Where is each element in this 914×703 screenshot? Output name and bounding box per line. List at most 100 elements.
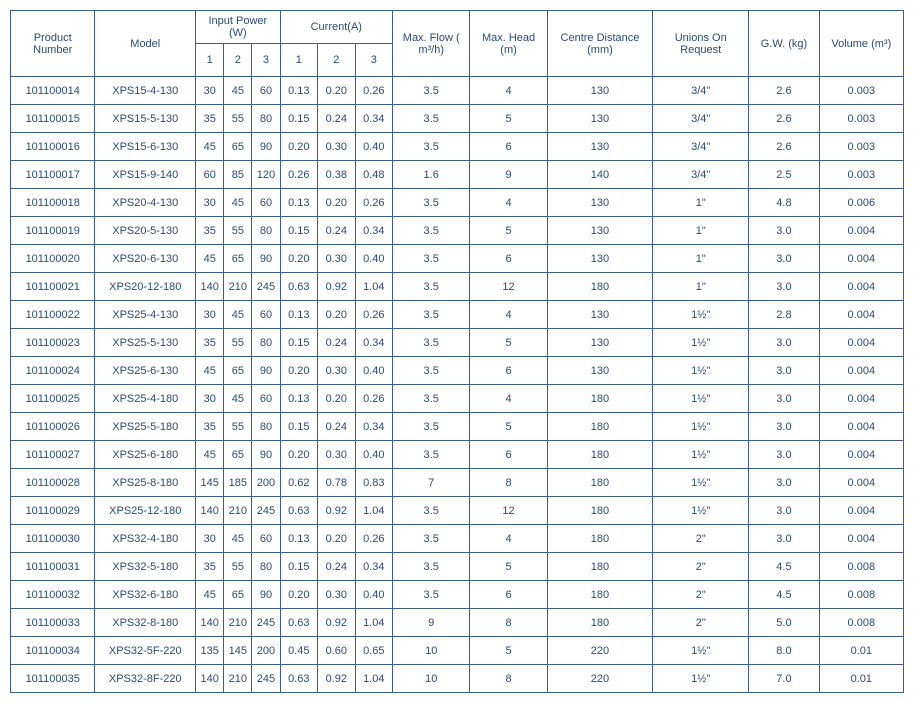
cell-centre-distance: 180 <box>547 469 652 497</box>
cell-volume: 0.004 <box>819 273 903 301</box>
cell-current-2: 0.24 <box>318 105 356 133</box>
cell-volume: 0.01 <box>819 665 903 693</box>
cell-gw: 4.5 <box>749 581 819 609</box>
cell-gw: 3.0 <box>749 525 819 553</box>
cell-centre-distance: 180 <box>547 525 652 553</box>
cell-gw: 3.0 <box>749 273 819 301</box>
cell-centre-distance: 130 <box>547 105 652 133</box>
col-gw: G.W. (kg) <box>749 11 819 77</box>
cell-current-3: 0.40 <box>355 441 393 469</box>
cell-power-1: 45 <box>196 441 224 469</box>
table-row: 101100020XPS20-6-1304565900.200.300.403.… <box>11 245 904 273</box>
cell-volume: 0.004 <box>819 301 903 329</box>
table-row: 101100031XPS32-5-1803555800.150.240.343.… <box>11 553 904 581</box>
cell-unions: 2" <box>653 553 749 581</box>
cell-gw: 2.6 <box>749 77 819 105</box>
cell-power-1: 45 <box>196 133 224 161</box>
cell-centre-distance: 140 <box>547 161 652 189</box>
cell-unions: 1½" <box>653 413 749 441</box>
table-row: 101100014XPS15-4-1303045600.130.200.263.… <box>11 77 904 105</box>
cell-unions: 1" <box>653 245 749 273</box>
cell-product-number: 101100014 <box>11 77 95 105</box>
cell-max-flow: 3.5 <box>393 329 470 357</box>
cell-product-number: 101100020 <box>11 245 95 273</box>
cell-current-3: 0.34 <box>355 413 393 441</box>
table-row: 101100028XPS25-8-1801451852000.620.780.8… <box>11 469 904 497</box>
col-product-number: Product Number <box>11 11 95 77</box>
cell-product-number: 101100035 <box>11 665 95 693</box>
cell-model: XPS20-4-130 <box>95 189 196 217</box>
cell-unions: 1½" <box>653 329 749 357</box>
cell-current-3: 1.04 <box>355 497 393 525</box>
cell-current-3: 1.04 <box>355 273 393 301</box>
cell-power-1: 30 <box>196 77 224 105</box>
table-row: 101100024XPS25-6-1304565900.200.300.403.… <box>11 357 904 385</box>
cell-power-3: 60 <box>252 385 280 413</box>
cell-model: XPS15-6-130 <box>95 133 196 161</box>
col-power-1: 1 <box>196 44 224 77</box>
cell-current-3: 1.04 <box>355 609 393 637</box>
cell-power-1: 35 <box>196 329 224 357</box>
cell-unions: 2" <box>653 525 749 553</box>
cell-volume: 0.01 <box>819 637 903 665</box>
cell-power-3: 90 <box>252 581 280 609</box>
cell-volume: 0.004 <box>819 245 903 273</box>
cell-current-3: 0.34 <box>355 329 393 357</box>
cell-current-1: 0.13 <box>280 301 318 329</box>
cell-current-3: 0.26 <box>355 525 393 553</box>
cell-volume: 0.006 <box>819 189 903 217</box>
cell-model: XPS25-12-180 <box>95 497 196 525</box>
cell-power-1: 30 <box>196 385 224 413</box>
table-row: 101100018XPS20-4-1303045600.130.200.263.… <box>11 189 904 217</box>
cell-volume: 0.003 <box>819 161 903 189</box>
cell-unions: 1½" <box>653 497 749 525</box>
cell-power-2: 55 <box>224 413 252 441</box>
cell-power-3: 60 <box>252 189 280 217</box>
cell-current-3: 0.26 <box>355 385 393 413</box>
cell-current-3: 0.26 <box>355 189 393 217</box>
cell-max-head: 12 <box>470 273 547 301</box>
cell-power-2: 45 <box>224 77 252 105</box>
cell-power-1: 135 <box>196 637 224 665</box>
col-model: Model <box>95 11 196 77</box>
cell-centre-distance: 180 <box>547 497 652 525</box>
cell-gw: 4.8 <box>749 189 819 217</box>
cell-power-2: 65 <box>224 133 252 161</box>
cell-product-number: 101100016 <box>11 133 95 161</box>
cell-power-2: 55 <box>224 105 252 133</box>
cell-power-1: 140 <box>196 497 224 525</box>
cell-current-3: 0.26 <box>355 77 393 105</box>
cell-max-flow: 3.5 <box>393 357 470 385</box>
cell-power-3: 245 <box>252 665 280 693</box>
cell-product-number: 101100029 <box>11 497 95 525</box>
col-current-1: 1 <box>280 44 318 77</box>
cell-current-3: 0.65 <box>355 637 393 665</box>
cell-max-flow: 3.5 <box>393 581 470 609</box>
cell-product-number: 101100023 <box>11 329 95 357</box>
cell-current-3: 0.40 <box>355 357 393 385</box>
cell-current-1: 0.15 <box>280 105 318 133</box>
cell-current-1: 0.62 <box>280 469 318 497</box>
cell-current-2: 0.20 <box>318 525 356 553</box>
cell-centre-distance: 180 <box>547 385 652 413</box>
cell-max-head: 5 <box>470 413 547 441</box>
cell-current-1: 0.63 <box>280 665 318 693</box>
cell-max-head: 6 <box>470 133 547 161</box>
cell-current-1: 0.20 <box>280 357 318 385</box>
cell-centre-distance: 180 <box>547 441 652 469</box>
cell-volume: 0.008 <box>819 581 903 609</box>
cell-power-2: 65 <box>224 357 252 385</box>
table-body: 101100014XPS15-4-1303045600.130.200.263.… <box>11 77 904 693</box>
cell-current-3: 0.40 <box>355 133 393 161</box>
cell-product-number: 101100015 <box>11 105 95 133</box>
cell-current-1: 0.20 <box>280 581 318 609</box>
cell-gw: 3.0 <box>749 385 819 413</box>
cell-current-1: 0.15 <box>280 329 318 357</box>
cell-power-3: 90 <box>252 441 280 469</box>
cell-power-1: 30 <box>196 525 224 553</box>
col-max-flow: Max. Flow ( m³/h) <box>393 11 470 77</box>
cell-model: XPS15-9-140 <box>95 161 196 189</box>
cell-power-1: 45 <box>196 357 224 385</box>
cell-max-flow: 3.5 <box>393 105 470 133</box>
cell-current-3: 0.48 <box>355 161 393 189</box>
